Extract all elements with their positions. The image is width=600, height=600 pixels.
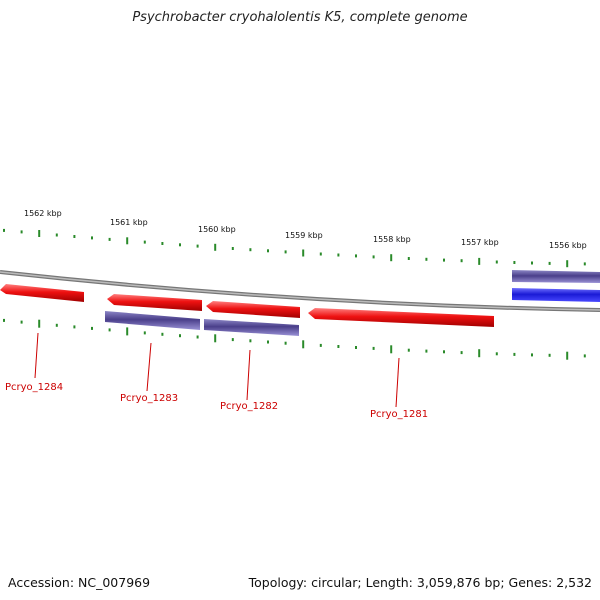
gene-label: Pcryo_1282 (220, 401, 278, 412)
label-leader (146, 342, 152, 392)
gene-right-purple[interactable] (512, 270, 600, 283)
gene-right-blue[interactable] (512, 288, 600, 302)
gene-pcryo-1283-rev[interactable] (105, 311, 200, 330)
upper-tick-row (3, 228, 586, 268)
gene-label: Pcryo_1283 (120, 393, 178, 404)
gene-pcryo-1281[interactable] (308, 308, 494, 327)
lower-tick-row (3, 318, 586, 360)
kbp-label: 1560 kbp (198, 225, 236, 234)
kbp-label: 1557 kbp (461, 238, 499, 247)
genome-backbone (0, 270, 600, 312)
map-title: Psychrobacter cryohalolentis K5, complet… (132, 10, 468, 25)
kbp-label: 1559 kbp (285, 231, 323, 240)
gene-pcryo-1282-fwd[interactable] (206, 301, 300, 318)
kbp-label: 1561 kbp (110, 218, 148, 227)
gene-pcryo-1283-fwd[interactable] (107, 294, 202, 311)
kbp-label: 1562 kbp (24, 209, 62, 218)
kbp-label: 1556 kbp (549, 241, 587, 250)
kbp-label: 1558 kbp (373, 235, 411, 244)
label-leader (246, 349, 251, 401)
gene-pcryo-1282-rev[interactable] (204, 319, 299, 336)
genome-summary-text: Topology: circular; Length: 3,059,876 bp… (248, 575, 592, 590)
gene-label: Pcryo_1281 (370, 409, 428, 420)
gene-label: Pcryo_1284 (5, 382, 63, 393)
label-leader (395, 357, 400, 408)
label-leader (34, 332, 39, 379)
accession-text: Accession: NC_007969 (8, 575, 151, 590)
gene-pcryo-1284[interactable] (0, 284, 84, 302)
